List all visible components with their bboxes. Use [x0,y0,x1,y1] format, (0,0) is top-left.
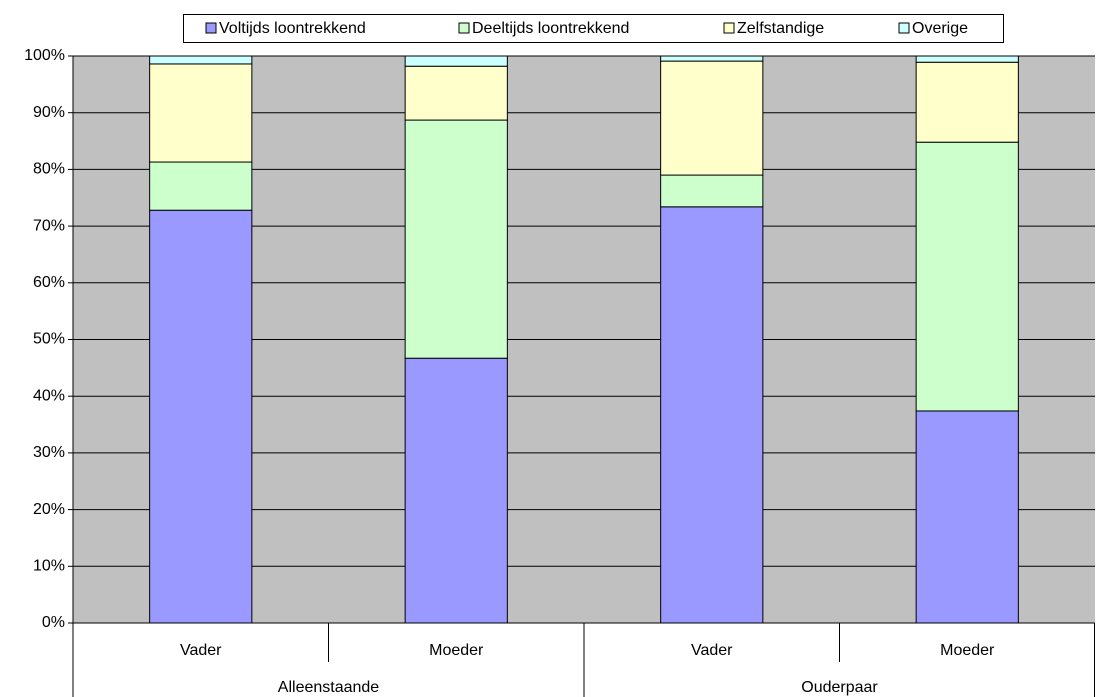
bar-segment [149,161,253,211]
legend-label: Voltijds loontrekkend [219,20,366,37]
x-tick-label: Moeder [940,642,995,659]
bar-segment [660,55,764,62]
y-tick-label: 40% [33,387,65,404]
legend-swatch [205,22,217,34]
group-label: Ouderpaar [801,679,878,696]
bar-segment [149,209,253,624]
bar-segment [404,55,508,67]
bar-segment [404,65,508,121]
bar-segment [915,141,1019,412]
bar-segment [660,60,764,176]
legend-box [183,14,1004,43]
y-tick-label: 50% [33,331,65,348]
y-tick-label: 60% [33,274,65,291]
legend-label: Zelfstandige [737,20,824,37]
y-tick-label: 80% [33,161,65,178]
y-tick-label: 100% [24,47,65,64]
legend-label: Overige [912,20,968,37]
bar-segment [660,206,764,624]
legend-swatch [723,22,735,34]
legend-swatch [458,22,470,34]
bar-segment [149,63,253,163]
legend-label: Deeltijds loontrekkend [472,20,629,37]
x-tick-label: Vader [180,642,222,659]
bar-segment [149,55,253,65]
bar-segment [915,410,1019,624]
x-tick-label: Vader [691,642,733,659]
y-tick-label: 0% [42,614,65,631]
bar-segment [404,357,508,624]
bar-segment [915,61,1019,143]
group-label: Alleenstaande [278,679,380,696]
y-tick-label: 20% [33,501,65,518]
x-tick-label: Moeder [429,642,484,659]
bar-segment [915,55,1019,63]
bar-segment [660,174,764,208]
y-tick-label: 90% [33,104,65,121]
y-tick-label: 10% [33,558,65,575]
y-tick-label: 70% [33,217,65,234]
legend-swatch [898,22,910,34]
y-tick-label: 30% [33,444,65,461]
bar-segment [404,119,508,359]
